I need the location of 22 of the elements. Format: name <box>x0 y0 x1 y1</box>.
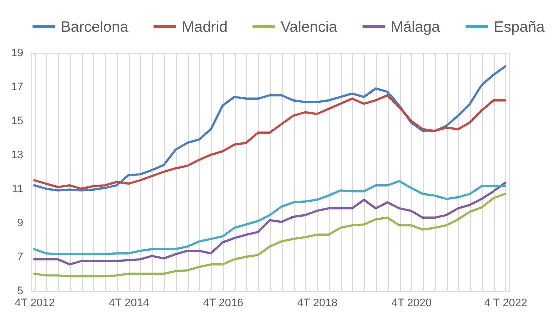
line-series <box>33 94 507 190</box>
x-tick-label: 4T 2020 <box>392 298 432 310</box>
x-tick-label: 4T 2014 <box>109 298 150 310</box>
y-tick-label: 15 <box>11 116 24 128</box>
legend-label: Barcelona <box>61 19 130 36</box>
legend-label: Madrid <box>182 19 228 36</box>
line-series <box>33 66 507 192</box>
y-tick-label: 7 <box>17 252 24 264</box>
x-tick-label: 4 T 2022 <box>484 298 528 310</box>
legend-label: España <box>494 19 546 36</box>
x-tick-label: 4T 2018 <box>298 298 338 310</box>
y-tick-label: 9 <box>17 218 24 230</box>
y-tick-label: 19 <box>11 48 24 60</box>
y-tick-label: 5 <box>17 286 24 298</box>
x-tick-label: 4T 2016 <box>203 298 244 310</box>
y-tick-label: 11 <box>12 184 24 196</box>
legend-label: Valencia <box>281 19 338 36</box>
y-tick-label: 13 <box>11 150 24 162</box>
legend-label: Málaga <box>391 19 441 36</box>
line-series <box>33 193 507 278</box>
x-tick-label: 4T 2012 <box>14 298 56 310</box>
y-tick-label: 17 <box>11 82 24 94</box>
